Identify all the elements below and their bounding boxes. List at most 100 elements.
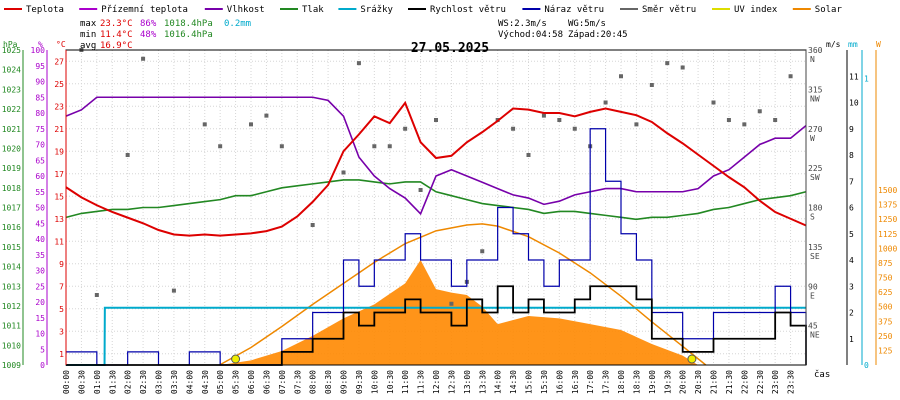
legend-label-9: Solar — [815, 5, 843, 15]
solar-axis-tick: 1000 — [878, 244, 897, 253]
wind-speed-axis-tick: 7 — [849, 177, 854, 186]
wind-direction-point — [572, 126, 577, 131]
x-tick-label: 03:00 — [155, 370, 164, 394]
wind-direction-axis-tick: 360 — [808, 46, 823, 55]
x-tick-label: 01:00 — [93, 370, 102, 394]
x-tick-label: 20:00 — [679, 370, 688, 394]
wind-direction-point — [726, 118, 731, 122]
x-tick-label: 07:30 — [293, 370, 302, 394]
wind-direction-axis-tick-dir: NW — [810, 94, 820, 103]
x-tick-label: 12:30 — [447, 370, 456, 394]
humidity-axis-tick: 65 — [35, 156, 45, 165]
legend-label-1: Přízemní teplota — [101, 5, 188, 15]
wind-direction-series — [79, 48, 793, 306]
x-tick-label: 14:00 — [494, 370, 503, 394]
wind-speed-axis-tick: 4 — [849, 256, 854, 265]
wind-direction-point — [665, 61, 670, 66]
x-tick-label: 14:30 — [509, 370, 518, 394]
humidity-axis-tick: 25 — [35, 282, 45, 291]
humidity-axis-tick: 20 — [35, 298, 45, 307]
pressure-axis-tick: 1020 — [2, 144, 21, 153]
temperature-axis-tick: 17 — [54, 170, 64, 179]
x-tick-label: 08:30 — [324, 370, 333, 394]
wind-direction-point — [541, 113, 546, 118]
humidity-axis-tick: 10 — [35, 330, 45, 339]
temperature-axis-tick: 3 — [59, 327, 64, 336]
wind-direction-point — [649, 83, 654, 87]
rain-axis-tick: 1 — [864, 75, 869, 84]
wind-direction-point — [310, 223, 315, 227]
legend-label-6: Náraz větru — [544, 5, 604, 15]
humidity-axis-tick: 50 — [35, 204, 45, 213]
wind-speed-axis-tick: 8 — [849, 151, 854, 160]
wind-direction-point — [680, 65, 685, 70]
wind-direction-point — [341, 170, 346, 175]
temperature-axis-tick: 7 — [59, 282, 64, 291]
wind-direction-axis-tick-dir: S — [810, 213, 815, 222]
wind-direction-point — [125, 153, 130, 157]
temperature-axis-unit: °C — [56, 40, 66, 49]
wind-direction-point — [249, 122, 253, 127]
pressure-axis-tick: 1016 — [2, 223, 21, 232]
humidity-axis-tick: 55 — [35, 188, 45, 197]
x-tick-label: 09:00 — [340, 370, 349, 394]
plot-area — [65, 48, 807, 366]
pressure-axis-tick: 1022 — [2, 105, 21, 114]
stat-max-hum: 86% — [140, 19, 157, 29]
temperature-axis-tick: 15 — [54, 192, 64, 201]
stat-wg: WG:5m/s — [568, 19, 606, 29]
temperature-axis: °C 27 25 23 21 19 17 15 13 11 9 7 5 3 1 — [54, 40, 67, 365]
solar-axis-tick: 250 — [878, 332, 893, 341]
stat-min-temp: 11.4°C — [100, 30, 133, 40]
wind-direction-point — [773, 118, 778, 122]
humidity-axis-tick: 70 — [35, 141, 45, 150]
wind-speed-axis-tick: 9 — [849, 125, 854, 134]
wind-speed-axis-tick: 5 — [849, 230, 854, 239]
wind-direction-axis-tick-dir: W — [810, 134, 815, 143]
x-tick-label: 06:30 — [262, 370, 271, 394]
wind-direction-point — [619, 74, 623, 79]
x-tick-label: 00:30 — [77, 370, 86, 394]
wind-direction-point — [387, 144, 392, 149]
pressure-axis-tick: 1023 — [2, 85, 21, 94]
wind-direction-point — [94, 293, 99, 297]
solar-axis-tick: 1125 — [878, 230, 897, 239]
stat-max-temp: 23.3°C — [100, 19, 133, 29]
humidity-axis-unit: % — [38, 40, 43, 49]
humidity-axis-tick: 75 — [35, 125, 45, 134]
humidity-axis-tick: 80 — [35, 109, 45, 118]
pressure-axis-tick: 1009 — [2, 361, 21, 370]
x-tick-label: 20:30 — [694, 370, 703, 394]
legend-label-2: Vlhkost — [227, 5, 265, 15]
stat-avg-temp: 16.9°C — [100, 41, 133, 51]
uv-marker — [231, 354, 241, 364]
stat-avg-label: avg — [80, 41, 96, 51]
wind-direction-point — [603, 100, 608, 105]
x-tick-label: 17:00 — [586, 370, 595, 394]
pressure-axis-tick: 1014 — [2, 263, 21, 272]
humidity-axis-tick: 100 — [31, 46, 46, 55]
solar-axis-tick: 1250 — [878, 215, 897, 224]
x-tick-label: 11:00 — [401, 370, 410, 394]
legend-label-4: Srážky — [360, 5, 393, 15]
stat-max-label: max — [80, 19, 97, 29]
humidity-axis-tick: 5 — [40, 345, 45, 354]
x-tick-label: 04:30 — [201, 370, 210, 394]
x-tick-label: 08:00 — [309, 370, 318, 394]
x-tick-label: 19:00 — [648, 370, 657, 394]
stat-min-press: 1016.4hPa — [164, 30, 213, 40]
x-tick-label: 15:30 — [540, 370, 549, 394]
x-tick-label: 01:30 — [108, 370, 117, 394]
rain-axis-unit: mm — [848, 40, 858, 49]
x-tick-label: 12:00 — [432, 370, 441, 394]
pressure-axis-tick: 1010 — [2, 341, 21, 350]
legend-label-0: Teplota — [26, 5, 64, 15]
solar-axis: W 1500 1375 1250 1125 1000 875 750 625 500 375 250 1… — [875, 40, 897, 365]
temperature-axis-tick: 27 — [54, 57, 64, 66]
wind-direction-point — [141, 56, 146, 61]
wind-direction-point — [742, 122, 747, 127]
wind-speed-axis-tick: 11 — [849, 72, 859, 81]
